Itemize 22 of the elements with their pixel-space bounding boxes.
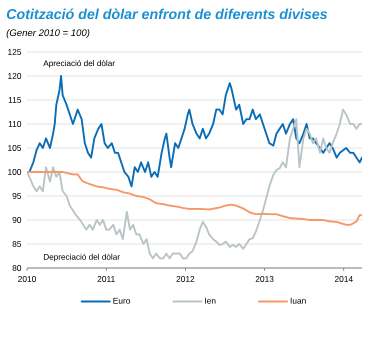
x-tick-label: 2014 [334,276,353,282]
chart-subtitle: (Gener 2010 = 100) [6,29,90,38]
y-tick-label: 125 [8,49,22,55]
legend-label: Euro [113,298,130,304]
legend-label: Ien [205,298,216,304]
y-tick-label: 120 [8,73,22,79]
y-tick-label: 95 [12,193,22,199]
y-tick-label: 100 [8,169,22,175]
y-tick-label: 85 [12,241,22,247]
y-tick-label: 105 [8,145,22,151]
y-tick-label: 90 [12,217,22,223]
x-tick-label: 2011 [98,276,115,282]
y-tick-label: 115 [8,97,22,103]
x-tick-label: 2012 [176,276,194,282]
y-tick-label: 110 [8,121,22,127]
x-tick-label: 2013 [256,276,274,282]
x-tick-label: 2010 [18,276,36,282]
y-tick-label: 80 [12,265,22,271]
annotation: Depreciació del dòlar [44,254,120,262]
legend-label: Iuan [290,298,306,304]
chart-title: Cotització del dòlar enfront de diferents divises [6,8,328,20]
annotation: Apreciació del dòlar [43,60,115,68]
